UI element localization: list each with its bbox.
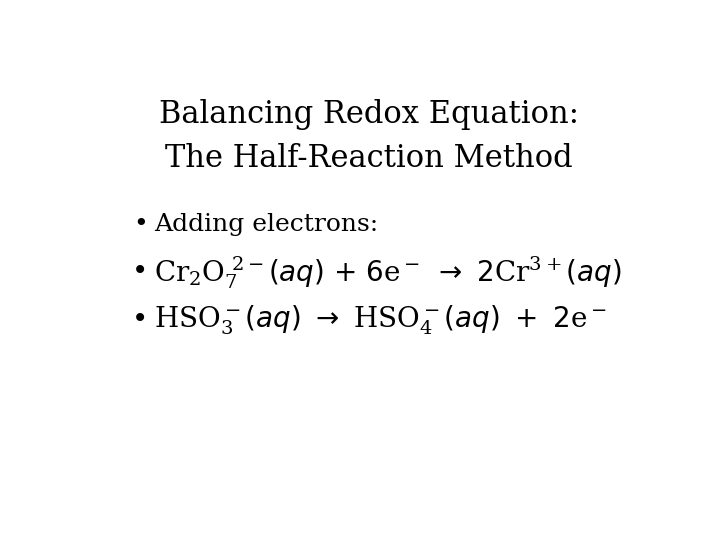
Text: •: • — [132, 307, 148, 334]
Text: •: • — [132, 259, 148, 286]
Text: Adding electrons:: Adding electrons: — [154, 213, 379, 237]
Text: The Half-Reaction Method: The Half-Reaction Method — [165, 143, 573, 174]
Text: Balancing Redox Equation:: Balancing Redox Equation: — [159, 99, 579, 130]
Text: •: • — [133, 213, 148, 237]
Text: $\mathregular{Cr_2O_7^{\ 2-}}$$\mathit{(aq)}$ $+\ 6\mathregular{e^-}\ \rightarro: $\mathregular{Cr_2O_7^{\ 2-}}$$\mathit{(… — [154, 254, 622, 291]
Text: $\mathregular{HSO_3^-}$$\mathit{(aq)}$$\ \rightarrow\ $$\mathregular{HSO_4^-}$$\: $\mathregular{HSO_3^-}$$\mathit{(aq)}$$\… — [154, 304, 607, 338]
